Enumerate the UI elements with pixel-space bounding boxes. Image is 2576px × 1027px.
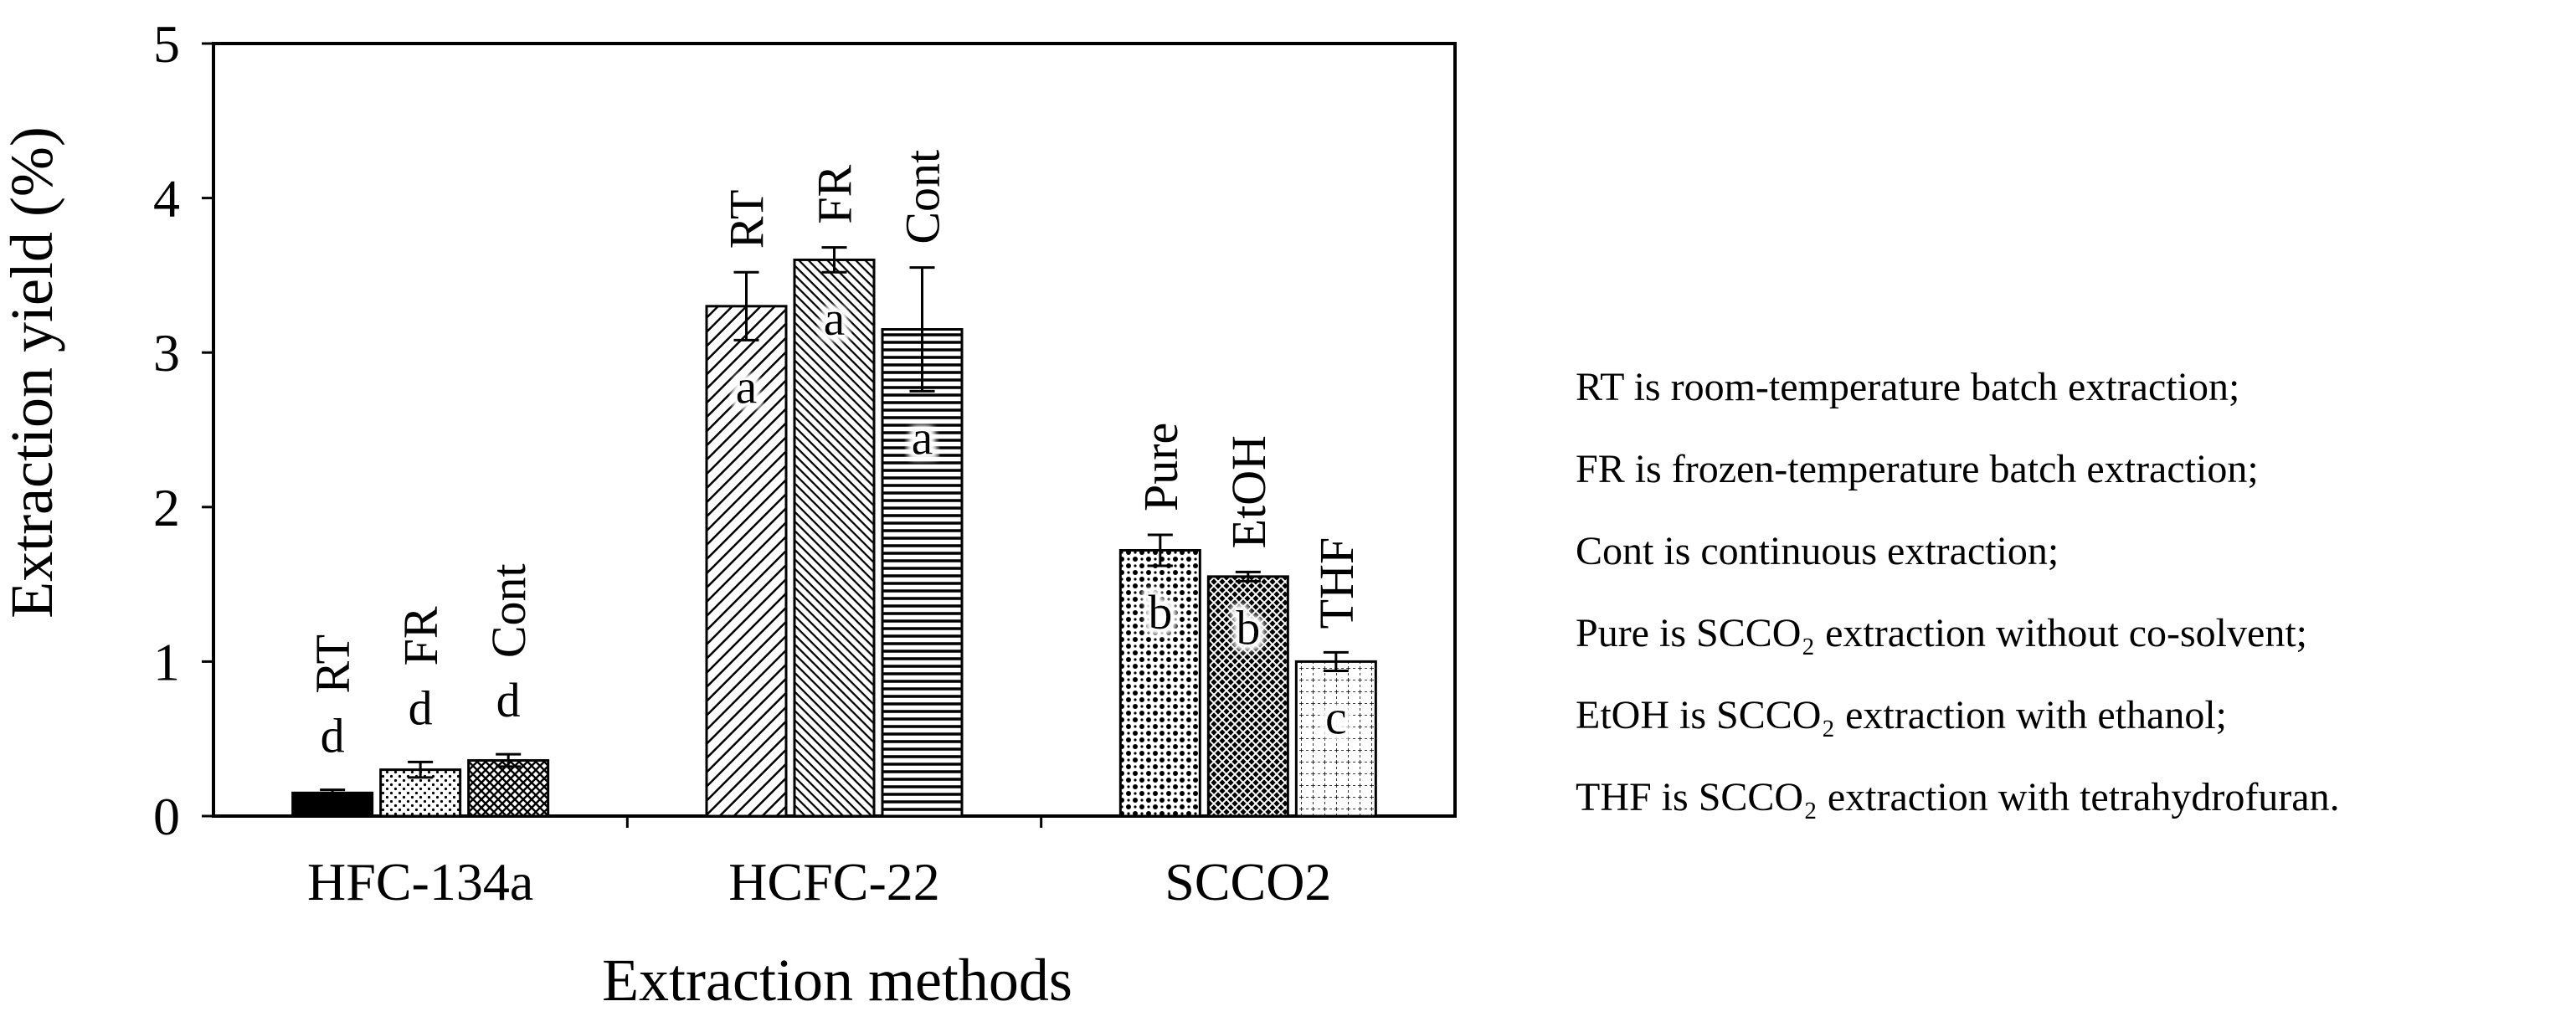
bar-label: THF (1309, 537, 1364, 629)
bar (467, 759, 550, 818)
legend-notes: RT is room-temperature batch extraction;… (1576, 365, 2340, 819)
significance-letter: a (912, 410, 933, 465)
legend-note: Cont is continuous extraction; (1576, 529, 2059, 573)
y-tick-label: 5 (153, 14, 180, 74)
significance-letter: a (736, 359, 758, 413)
bar-label: FR (808, 164, 862, 223)
legend-note: Pure is SCCO₂ extraction without co-solv… (1576, 611, 2307, 655)
legend-note: FR is frozen-temperature batch extractio… (1576, 447, 2259, 491)
x-category-label: HCFC-22 (728, 852, 940, 911)
bar (793, 258, 876, 818)
y-tick-label: 1 (153, 632, 180, 691)
bar-label: EtOH (1221, 435, 1276, 548)
bar (1206, 575, 1289, 818)
bar-label: RT (720, 190, 774, 249)
significance-letter: b (1148, 585, 1172, 639)
bar (881, 328, 964, 818)
bar-label: Cont (481, 563, 536, 658)
significance-letter: d (409, 680, 433, 735)
y-tick-label: 0 (153, 787, 180, 846)
bar (705, 305, 788, 818)
y-tick-label: 2 (153, 478, 180, 537)
y-tick-label: 4 (153, 169, 180, 229)
bar-label: RT (306, 634, 360, 694)
legend-note: THF is SCCO₂ extraction with tetrahydrof… (1576, 775, 2340, 819)
bar-label: FR (393, 606, 448, 665)
y-axis-title: Extraction yield (%) (0, 126, 65, 619)
legend-note: EtOH is SCCO₂ extraction with ethanol; (1576, 693, 2227, 737)
significance-letter: b (1236, 600, 1260, 655)
bar-label: Pure (1134, 423, 1188, 511)
bar (1118, 548, 1201, 818)
x-category-label: SCCO2 (1165, 852, 1331, 911)
y-tick-label: 3 (153, 323, 180, 383)
significance-letter: d (496, 673, 521, 727)
legend-note: RT is room-temperature batch extraction; (1576, 365, 2239, 409)
significance-letter: a (824, 291, 846, 346)
significance-letter: c (1325, 690, 1347, 744)
significance-letter: d (321, 709, 345, 763)
bar-label: Cont (896, 150, 950, 244)
x-axis-title: Extraction methods (602, 947, 1072, 1014)
x-category-label: HFC-134a (307, 852, 533, 911)
